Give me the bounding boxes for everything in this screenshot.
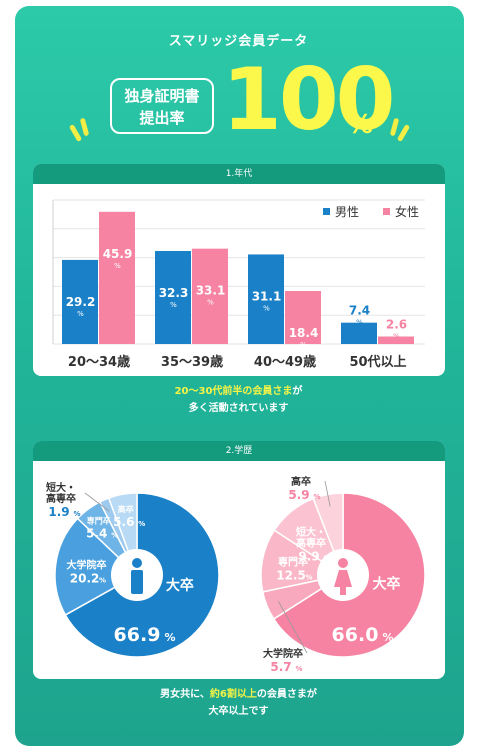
pie-value-label: 1.9: [48, 505, 69, 519]
age-bar-chart: 29.2%45.9%20～34歳32.3%33.1%35～39歳31.1%18.…: [52, 199, 425, 370]
pie-label: 高専卒: [296, 537, 326, 550]
category-label: 35～39歳: [161, 354, 223, 370]
male-person-head: [132, 558, 142, 568]
rate-value: 100: [222, 50, 396, 150]
edu-caption-rest: の会員さまが: [256, 689, 317, 700]
pie-label: 高卒: [118, 504, 134, 514]
education-caption: 男女共に、約6割以上の会員さまが 大卒以上です: [0, 686, 477, 720]
legend-swatch: [383, 208, 390, 215]
bar-female: [192, 248, 228, 344]
pie-value-unit: %: [138, 520, 145, 528]
pie-value-label: 5.4: [86, 527, 107, 541]
bar-value-label: 2.6: [386, 318, 407, 332]
rate-unit: %: [347, 110, 374, 140]
leader-line: [84, 492, 110, 512]
category-label: 50代以上: [349, 354, 406, 370]
category-label: 20～34歳: [68, 354, 130, 370]
bar-value-unit: %: [170, 301, 177, 309]
education-section-header: 2.学歴: [33, 441, 445, 461]
age-card: 1.年代 29.2% 45.9% 20～34歳 32.3% 33.1% 35～39歳 31.…: [33, 164, 445, 376]
bar-value-unit: %: [77, 310, 84, 318]
pie-value-label: 5.7: [270, 660, 291, 674]
age-caption: 20～30代前半の会員さまが 多く活動されています: [0, 383, 477, 417]
bar-value-unit: %: [207, 299, 214, 307]
bar-value-label: 32.3: [159, 286, 189, 300]
pie-value-unit: %: [111, 532, 118, 540]
bar-value-label: 18.4: [289, 326, 319, 340]
bar-female: [99, 211, 135, 344]
leader-line: [324, 480, 331, 507]
bar-value-label: 29.2: [66, 295, 96, 309]
bar-female: [378, 336, 414, 344]
legend-label: 男性: [335, 205, 359, 219]
education-card: 2.学歴 大卒 66.9% 大学院卒 20.2% 専門卒 5.4% 短大・ 高専卒 1.9% 高卒…: [33, 441, 445, 679]
female-person-head: [338, 558, 348, 568]
bar-value-unit: %: [300, 341, 307, 349]
male-person-body: [131, 570, 143, 594]
bar-value-label: 7.4: [349, 304, 370, 318]
pie-value-unit: %: [99, 577, 106, 585]
badge-line1: 独身証明書: [124, 87, 200, 105]
pie-label: 高卒: [291, 475, 311, 488]
edu-caption-highlight: 約6割以上: [209, 689, 257, 700]
age-caption-rest: が: [292, 386, 303, 397]
pie-value-unit: %: [73, 510, 80, 518]
pie-label: 専門卒: [278, 556, 308, 569]
pie-value-unit: %: [164, 631, 175, 644]
age-caption-line2: 多く活動されています: [188, 403, 289, 414]
pie-value-label: 9.9: [298, 550, 319, 564]
legend-swatch: [323, 208, 330, 215]
bar-value-label: 33.1: [196, 284, 226, 298]
badge-line2: 提出率: [139, 109, 185, 127]
pie-value-label: 12.5: [276, 569, 306, 583]
pie-value-unit: %: [295, 665, 302, 673]
bar-value-unit: %: [356, 319, 363, 327]
panel-title: スマリッジ会員データ: [168, 34, 309, 49]
age-section-header: 1.年代: [33, 164, 445, 184]
pie-value-unit: %: [313, 493, 320, 501]
pie-value-label: 5.9: [288, 488, 309, 502]
pie-value-label: 66.9: [114, 624, 161, 646]
legend-label: 女性: [395, 204, 419, 219]
bar-male: [248, 254, 284, 344]
pie-slice: [54, 517, 139, 616]
pie-label: 大学院卒: [67, 559, 107, 572]
pie-value-label: 5.6: [113, 515, 134, 529]
female-person-body: [334, 570, 352, 595]
pie-label: 大卒: [373, 576, 401, 593]
certificate-badge: 独身証明書 提出率: [110, 78, 214, 134]
bar-value-label: 31.1: [252, 289, 282, 303]
pie-label: 大卒: [166, 577, 194, 594]
pie-value-unit: %: [306, 574, 313, 582]
pie-label: 短大・: [296, 526, 326, 539]
pie-label: 専門卒: [87, 516, 111, 526]
pie-label: 大学院卒: [263, 647, 303, 660]
edu-caption-line2: 大卒以上です: [208, 706, 269, 717]
pie-value-label: 20.2: [70, 572, 100, 586]
bar-male: [62, 259, 98, 344]
bar-female: [285, 291, 321, 344]
edu-caption-prefix: 男女共に、: [160, 689, 210, 700]
bar-male: [341, 322, 377, 344]
pie-value-label: 66.0: [332, 624, 379, 646]
pie-value-unit: %: [382, 631, 393, 644]
category-label: 40～49歳: [254, 354, 316, 370]
bar-male: [155, 250, 191, 344]
pie-label: 短大・: [46, 481, 76, 494]
bar-value-unit: %: [393, 333, 400, 341]
pie-value-unit: %: [323, 555, 330, 563]
bar-value-label: 45.9: [103, 247, 133, 261]
bar-value-unit: %: [114, 262, 121, 270]
bar-value-unit: %: [263, 304, 270, 312]
pie-label: 高専卒: [46, 492, 76, 505]
leader-line: [278, 601, 308, 654]
age-caption-highlight: 20～30代前半の会員さま: [174, 386, 293, 397]
